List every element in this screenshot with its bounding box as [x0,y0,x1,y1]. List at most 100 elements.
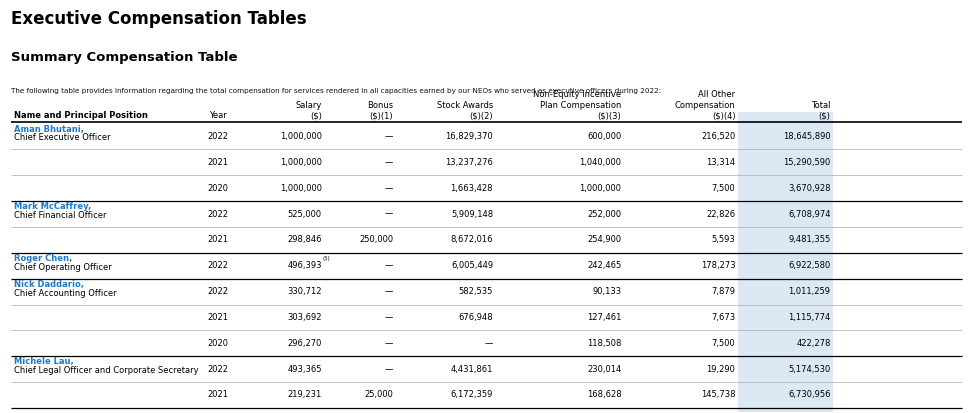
Text: 298,846: 298,846 [287,235,322,244]
Text: 2021: 2021 [207,391,228,399]
Text: All Other
Compensation
($)(4): All Other Compensation ($)(4) [675,90,736,120]
Text: Chief Legal Officer and Corporate Secretary: Chief Legal Officer and Corporate Secret… [14,366,198,375]
Text: —: — [385,313,393,322]
Text: 2022: 2022 [207,132,228,141]
Text: Name and Principal Position: Name and Principal Position [14,112,148,120]
Text: 6,172,359: 6,172,359 [451,391,493,399]
Text: 219,231: 219,231 [287,391,322,399]
Text: (5): (5) [323,256,331,261]
Text: 15,290,590: 15,290,590 [783,158,831,167]
Text: 252,000: 252,000 [588,209,621,218]
Text: 178,273: 178,273 [701,261,736,270]
Text: 242,465: 242,465 [588,261,621,270]
Text: 496,393: 496,393 [287,261,322,270]
Text: Year: Year [209,112,227,120]
Text: 330,712: 330,712 [287,287,322,296]
Text: Salary
($): Salary ($) [295,101,322,120]
Text: Executive Compensation Tables: Executive Compensation Tables [11,9,307,28]
Text: Summary Compensation Table: Summary Compensation Table [11,51,237,64]
Text: Michele Lau,: Michele Lau, [14,358,74,366]
Text: 1,000,000: 1,000,000 [580,184,621,193]
Text: Chief Accounting Officer: Chief Accounting Officer [14,289,116,297]
Text: 5,909,148: 5,909,148 [451,209,493,218]
Text: —: — [385,365,393,374]
Text: 250,000: 250,000 [359,235,393,244]
Text: 2021: 2021 [207,158,228,167]
Text: 5,593: 5,593 [711,235,736,244]
Text: 127,461: 127,461 [587,313,621,322]
Text: Total
($): Total ($) [811,101,831,120]
Text: 2020: 2020 [207,184,228,193]
Text: —: — [385,287,393,296]
Text: 254,900: 254,900 [588,235,621,244]
Text: 13,314: 13,314 [707,158,736,167]
Text: 2022: 2022 [207,261,228,270]
Text: 2021: 2021 [207,313,228,322]
Text: —: — [385,339,393,348]
Text: 303,692: 303,692 [287,313,322,322]
Text: 168,628: 168,628 [587,391,621,399]
Text: Nick Daddario,: Nick Daddario, [14,280,84,289]
Text: 6,922,580: 6,922,580 [788,261,831,270]
Text: 7,500: 7,500 [711,339,736,348]
Text: Roger Chen,: Roger Chen, [14,254,73,263]
Text: 25,000: 25,000 [364,391,393,399]
Text: 7,500: 7,500 [711,184,736,193]
Text: —: — [385,261,393,270]
Text: 422,278: 422,278 [796,339,831,348]
Text: 2022: 2022 [207,365,228,374]
Text: 2021: 2021 [207,235,228,244]
Text: 18,645,890: 18,645,890 [783,132,831,141]
Text: 2022: 2022 [207,287,228,296]
Text: 493,365: 493,365 [287,365,322,374]
Text: Bonus
($)(1): Bonus ($)(1) [367,101,393,120]
Text: 4,431,861: 4,431,861 [451,365,493,374]
Text: 7,879: 7,879 [711,287,736,296]
Text: 1,011,259: 1,011,259 [789,287,831,296]
Text: —: — [385,132,393,141]
Text: Stock Awards
($)(2): Stock Awards ($)(2) [437,101,493,120]
Text: 16,829,370: 16,829,370 [445,132,493,141]
Text: 1,663,428: 1,663,428 [450,184,493,193]
Text: 7,673: 7,673 [711,313,736,322]
Text: —: — [485,339,493,348]
Text: Chief Operating Officer: Chief Operating Officer [14,263,111,272]
Text: Mark McCaffrey,: Mark McCaffrey, [14,202,91,211]
Text: Chief Executive Officer: Chief Executive Officer [14,133,110,142]
Text: 22,826: 22,826 [707,209,736,218]
Text: 525,000: 525,000 [287,209,322,218]
Text: 9,481,355: 9,481,355 [788,235,831,244]
Text: 2022: 2022 [207,209,228,218]
Text: 6,005,449: 6,005,449 [451,261,493,270]
Text: 1,115,774: 1,115,774 [788,313,831,322]
Text: —: — [385,184,393,193]
Text: 6,730,956: 6,730,956 [788,391,831,399]
Text: 90,133: 90,133 [592,287,621,296]
Bar [739,112,833,412]
Text: 230,014: 230,014 [588,365,621,374]
Text: 216,520: 216,520 [701,132,736,141]
Text: The following table provides information regarding the total compensation for se: The following table provides information… [11,88,661,93]
Text: 1,000,000: 1,000,000 [280,132,322,141]
Text: 8,672,016: 8,672,016 [450,235,493,244]
Text: 118,508: 118,508 [587,339,621,348]
Text: 582,535: 582,535 [459,287,493,296]
Text: 19,290: 19,290 [707,365,736,374]
Text: 145,738: 145,738 [701,391,736,399]
Text: 13,237,276: 13,237,276 [445,158,493,167]
Text: 600,000: 600,000 [588,132,621,141]
Text: —: — [385,158,393,167]
Text: 2020: 2020 [207,339,228,348]
Text: —: — [385,209,393,218]
Text: 1,040,000: 1,040,000 [580,158,621,167]
Text: Aman Bhutani,: Aman Bhutani, [14,125,84,134]
Text: 296,270: 296,270 [287,339,322,348]
Text: 676,948: 676,948 [459,313,493,322]
Text: 6,708,974: 6,708,974 [788,209,831,218]
Text: 3,670,928: 3,670,928 [788,184,831,193]
Text: Non-Equity Incentive
Plan Compensation
($)(3): Non-Equity Incentive Plan Compensation (… [533,90,621,120]
Text: 5,174,530: 5,174,530 [788,365,831,374]
Text: Chief Financial Officer: Chief Financial Officer [14,211,106,220]
Text: 1,000,000: 1,000,000 [280,184,322,193]
Text: 1,000,000: 1,000,000 [280,158,322,167]
